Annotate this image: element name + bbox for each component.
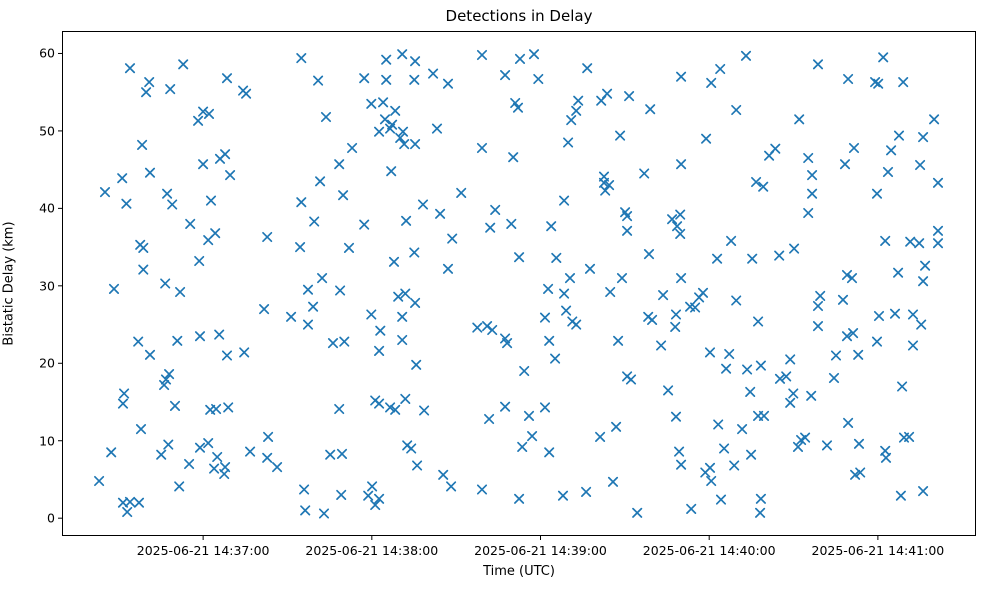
y-tick-label: 30 xyxy=(39,278,55,294)
y-tick-label: 10 xyxy=(39,433,55,449)
plot-area xyxy=(62,31,976,536)
y-tick-label: 60 xyxy=(39,45,55,61)
y-tick-label: 40 xyxy=(39,200,55,216)
x-tick-label: 2025-06-21 14:38:00 xyxy=(305,543,439,558)
y-tick-label: 50 xyxy=(39,123,55,139)
x-tick-label: 2025-06-21 14:37:00 xyxy=(136,543,270,558)
chart-title: Detections in Delay xyxy=(445,7,593,25)
x-tick-label: 2025-06-21 14:41:00 xyxy=(811,543,945,558)
x-tick-label: 2025-06-21 14:40:00 xyxy=(642,543,776,558)
x-axis-label: Time (UTC) xyxy=(483,564,555,579)
y-tick-label: 0 xyxy=(47,510,55,526)
x-tick-label: 2025-06-21 14:39:00 xyxy=(474,543,607,558)
y-tick-label: 20 xyxy=(39,355,55,371)
